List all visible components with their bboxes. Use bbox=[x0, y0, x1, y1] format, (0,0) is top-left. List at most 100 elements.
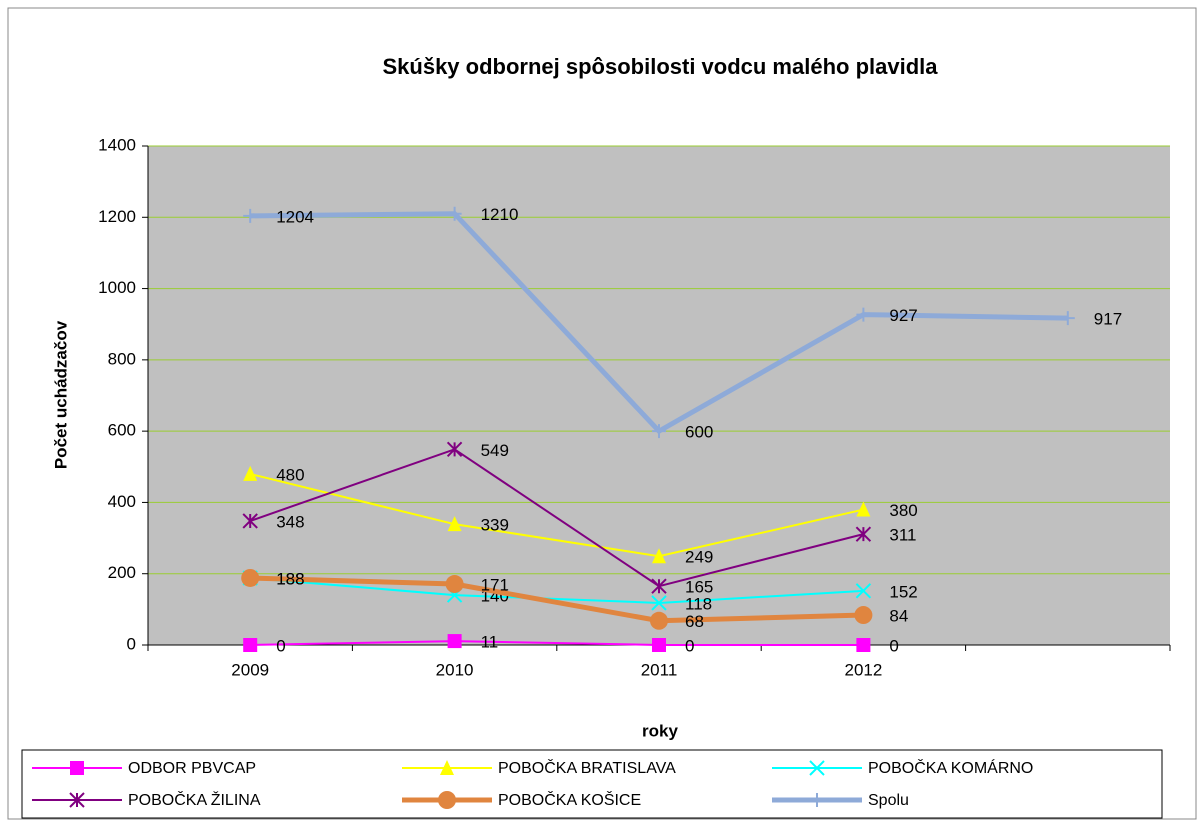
marker-shape bbox=[855, 583, 872, 599]
data-label: 68 bbox=[685, 612, 704, 631]
marker bbox=[854, 606, 873, 625]
y-tick-label: 0 bbox=[127, 634, 136, 653]
data-label: 380 bbox=[889, 501, 917, 520]
marker bbox=[652, 548, 666, 564]
series-line bbox=[249, 448, 864, 588]
marker-shape bbox=[650, 611, 668, 630]
marker bbox=[652, 424, 666, 439]
data-label: 1204 bbox=[276, 207, 314, 226]
marker-shape bbox=[446, 441, 463, 458]
y-tick-label: 1000 bbox=[98, 278, 136, 297]
data-label: 0 bbox=[276, 636, 285, 655]
y-tick-label: 1200 bbox=[98, 207, 136, 226]
marker bbox=[243, 208, 258, 223]
marker bbox=[856, 501, 871, 517]
data-label: 1210 bbox=[481, 205, 519, 224]
y-tick-label: 600 bbox=[108, 421, 136, 440]
data-label: 927 bbox=[889, 306, 917, 325]
y-axis-label: Počet uchádzačov bbox=[51, 320, 70, 469]
marker-shape bbox=[652, 424, 666, 439]
data-label: 0 bbox=[889, 636, 898, 655]
y-tick-label: 200 bbox=[108, 563, 136, 582]
x-tick-label: 2009 bbox=[231, 660, 269, 679]
marker-shape bbox=[69, 792, 85, 808]
legend-item: Spolu bbox=[772, 792, 909, 809]
y-tick-label: 800 bbox=[108, 349, 136, 368]
data-label: 118 bbox=[685, 594, 712, 613]
marker bbox=[1060, 311, 1075, 326]
marker bbox=[855, 583, 872, 599]
x-tick-label: 2011 bbox=[641, 660, 678, 679]
marker bbox=[810, 793, 824, 807]
legend-label: POBOČKA KOŠICE bbox=[498, 790, 641, 809]
marker bbox=[856, 638, 871, 652]
marker-shape bbox=[855, 526, 872, 542]
legend-label: POBOČKA BRATISLAVA bbox=[498, 758, 676, 777]
data-label: 84 bbox=[889, 607, 908, 626]
marker bbox=[855, 526, 872, 542]
marker-shape bbox=[856, 307, 871, 322]
y-tick-label: 1400 bbox=[98, 135, 136, 154]
marker-shape bbox=[243, 465, 258, 481]
legend-label: POBOČKA KOMÁRNO bbox=[868, 758, 1033, 777]
marker bbox=[856, 307, 871, 322]
data-label: 249 bbox=[685, 548, 713, 567]
data-label: 188 bbox=[276, 569, 304, 588]
marker bbox=[652, 638, 666, 652]
marker-shape bbox=[243, 638, 258, 652]
legend-label: Spolu bbox=[868, 792, 909, 809]
series-line bbox=[249, 472, 864, 558]
x-axis-label: roky bbox=[642, 721, 678, 740]
marker bbox=[241, 568, 260, 587]
marker-shape bbox=[651, 578, 667, 594]
data-label: 165 bbox=[685, 578, 713, 597]
x-tick-label: 2010 bbox=[436, 660, 474, 679]
marker bbox=[651, 578, 667, 594]
data-label: 152 bbox=[889, 582, 917, 601]
legend-item: POBOČKA KOMÁRNO bbox=[772, 758, 1033, 777]
data-label: 600 bbox=[685, 423, 713, 442]
marker bbox=[650, 611, 668, 630]
marker bbox=[438, 791, 456, 809]
marker-shape bbox=[854, 606, 873, 625]
data-label: 917 bbox=[1094, 310, 1122, 329]
marker-shape bbox=[440, 760, 454, 775]
data-label: 549 bbox=[481, 441, 509, 460]
marker-shape bbox=[447, 206, 462, 221]
y-tick-label: 400 bbox=[108, 492, 136, 511]
marker-shape bbox=[652, 638, 666, 652]
marker bbox=[809, 760, 825, 776]
legend bbox=[21, 749, 1163, 819]
marker bbox=[447, 516, 462, 532]
marker-shape bbox=[856, 638, 871, 652]
marker bbox=[70, 761, 84, 775]
marker-shape bbox=[241, 568, 260, 587]
marker-shape bbox=[243, 208, 258, 223]
marker bbox=[243, 465, 258, 481]
marker bbox=[447, 206, 462, 221]
chart-title: Skúšky odbornej spôsobilosti vodcu maléh… bbox=[382, 54, 938, 79]
data-label: 0 bbox=[685, 636, 694, 655]
data-label: 11 bbox=[481, 633, 499, 652]
legend-item: POBOČKA KOŠICE bbox=[402, 790, 641, 809]
marker bbox=[242, 513, 258, 529]
marker-shape bbox=[809, 760, 825, 776]
series-line bbox=[250, 640, 864, 646]
data-label: 348 bbox=[276, 512, 304, 531]
data-label: 339 bbox=[481, 516, 509, 535]
marker-shape bbox=[651, 595, 667, 611]
marker-shape bbox=[856, 501, 871, 517]
marker bbox=[447, 634, 462, 649]
legend-label: ODBOR PBVCAP bbox=[128, 760, 256, 777]
marker-shape bbox=[447, 634, 462, 649]
legend-item: ODBOR PBVCAP bbox=[32, 760, 256, 777]
marker-shape bbox=[447, 516, 462, 532]
marker bbox=[445, 575, 464, 594]
marker-shape bbox=[242, 513, 258, 529]
data-label: 311 bbox=[889, 526, 916, 545]
legend-item: POBOČKA BRATISLAVA bbox=[402, 758, 676, 777]
series-line bbox=[250, 576, 864, 604]
marker bbox=[243, 638, 258, 652]
marker bbox=[651, 595, 667, 611]
